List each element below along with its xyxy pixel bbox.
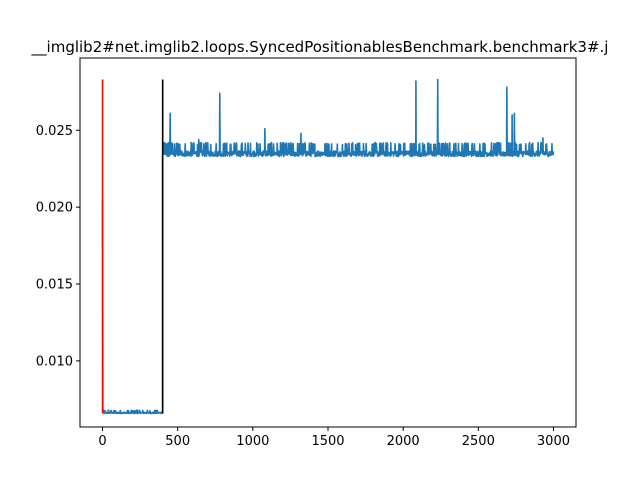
plot-area (101, 78, 555, 415)
x-tick-label: 2500 (462, 434, 495, 449)
x-tick-label: 3000 (537, 434, 570, 449)
x-tick-label: 0 (98, 434, 106, 449)
y-tick-label: 0.020 (36, 201, 73, 216)
x-tick-label: 1500 (311, 434, 344, 449)
chart-title: __imglib2#net.imglib2.loops.SyncedPositi… (31, 38, 609, 57)
axes: 0 500 1000 1500 2000 2500 3000 0.010 0.015 0.020 0… (36, 57, 577, 449)
x-tick-label: 2000 (387, 434, 420, 449)
y-tick-label: 0.010 (36, 354, 73, 369)
axes-frame (79, 57, 577, 428)
series-line-0 (101, 78, 555, 415)
y-tick-label: 0.025 (36, 124, 73, 139)
x-tick-label: 1000 (236, 434, 269, 449)
x-tick-label: 500 (165, 434, 190, 449)
y-tick-label: 0.015 (36, 278, 73, 293)
